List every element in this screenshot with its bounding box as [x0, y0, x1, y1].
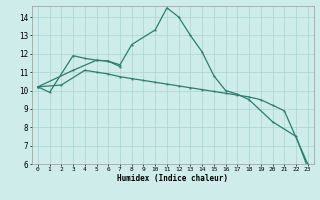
X-axis label: Humidex (Indice chaleur): Humidex (Indice chaleur)	[117, 174, 228, 183]
